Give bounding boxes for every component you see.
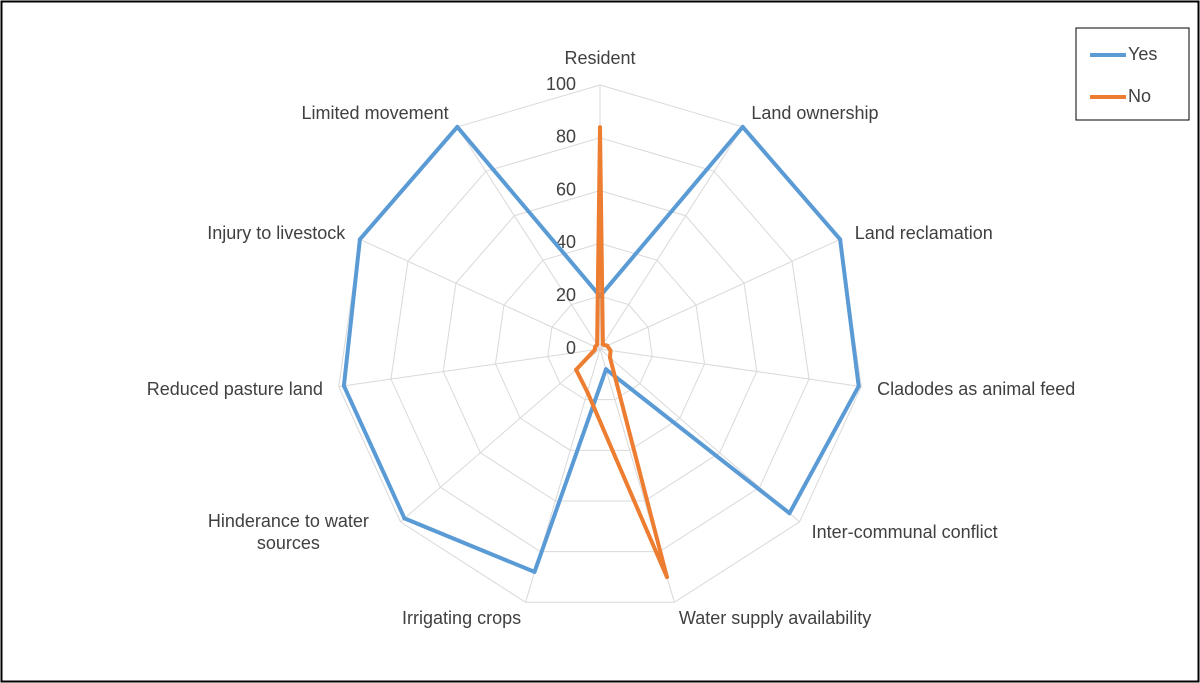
category-label: Water supply availability [678,607,872,628]
category-label: Injury to livestock [207,222,346,243]
point [607,355,612,360]
category-label: Land reclamation [854,222,993,243]
point [592,347,597,352]
point [585,390,590,395]
point [605,343,610,348]
spoke [456,126,601,350]
y-tick-label: 100 [546,74,576,94]
y-tick-label: 60 [556,179,576,199]
point [838,237,843,242]
spoke [599,348,862,388]
point [532,569,537,574]
category-label: Irrigating crops [402,607,522,628]
spoke [599,126,744,350]
point [603,367,608,372]
category-label: Limited movement [301,103,449,124]
category-label: Inter-communal conflict [811,522,998,543]
y-tick-label: 0 [566,338,576,358]
y-tick-label: 20 [556,285,576,305]
point [595,342,600,347]
point [740,124,745,129]
spoke [400,348,601,523]
category-label: Hinderance to water sources [207,511,369,554]
spoke [359,238,601,350]
point [664,574,669,579]
category-label: Resident [564,48,636,68]
grid-line [547,295,653,401]
y-tick-label: 80 [556,127,576,147]
spoke [338,348,601,388]
grid-line [442,190,758,502]
grid-line [390,137,810,553]
point [357,237,362,242]
category-label: Land ownership [751,103,879,124]
series-line [341,124,861,574]
spoke [599,238,841,350]
point [856,384,861,389]
point [455,124,460,129]
legend-label: No [1128,86,1151,106]
point [787,511,792,516]
point [600,342,605,347]
grid-line [494,242,706,451]
category-label: Reduced pasture land [146,378,323,399]
point [574,367,579,372]
point [608,348,613,353]
category-label: Cladodes as animal feed [877,378,1076,399]
point [598,125,602,130]
point [341,383,346,388]
point [402,516,407,521]
legend-box [1075,27,1190,121]
legend-label: Yes [1128,44,1157,64]
